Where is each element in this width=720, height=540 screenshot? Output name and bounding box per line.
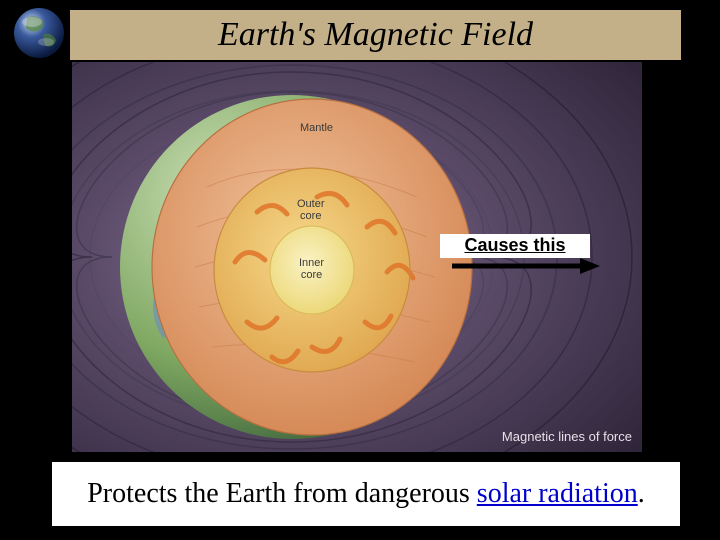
footer-link[interactable]: solar radiation — [477, 478, 638, 509]
footer-bar: Protects the Earth from dangerous solar … — [50, 460, 682, 528]
title-bar: Earth's Magnetic Field — [68, 8, 683, 62]
label-inner-core: Inner core — [299, 257, 324, 281]
earth-cutaway — [117, 87, 477, 447]
footer-text: Protects the Earth from dangerous solar … — [87, 479, 645, 510]
label-mantle: Mantle — [300, 122, 333, 134]
globe-icon — [12, 6, 66, 60]
footer-prefix: Protects the Earth from dangerous — [87, 478, 477, 509]
arrow-icon — [452, 256, 602, 276]
footer-suffix: . — [638, 478, 645, 509]
callout: Causes this — [440, 234, 590, 258]
label-magnetic-lines: Magnetic lines of force — [502, 429, 632, 444]
label-outer-core: Outer core — [297, 198, 325, 222]
diagram: Mantle Outer core Inner core Causes this… — [72, 62, 642, 452]
callout-text: Causes this — [440, 234, 590, 258]
page-title: Earth's Magnetic Field — [218, 16, 533, 54]
